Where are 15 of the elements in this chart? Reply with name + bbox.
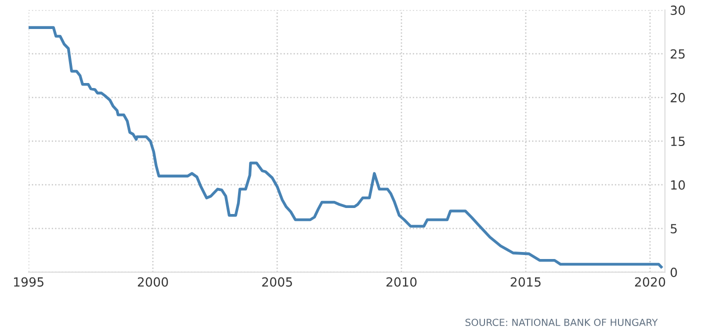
y-tick-label: 20 <box>670 92 685 102</box>
y-tick-label: 0 <box>670 268 677 278</box>
y-tick-label: 5 <box>670 224 677 234</box>
y-tick-label: 15 <box>671 136 685 146</box>
line-series <box>28 26 663 268</box>
y-tick-label: 25 <box>670 49 685 59</box>
x-tick-label: 1995 <box>14 277 44 287</box>
source-note: SOURCE: NATIONAL BANK OF HUNGARY <box>466 318 658 326</box>
x-tick-label: 2010 <box>386 277 417 287</box>
y-tick-label: 30 <box>670 6 685 16</box>
x-tick-label: 2020 <box>635 277 666 287</box>
y-tick-label: 10 <box>671 180 685 190</box>
x-tick-label: 2015 <box>510 277 541 287</box>
x-tick-label: 2000 <box>138 277 168 287</box>
x-tick-label: 2005 <box>262 277 292 287</box>
